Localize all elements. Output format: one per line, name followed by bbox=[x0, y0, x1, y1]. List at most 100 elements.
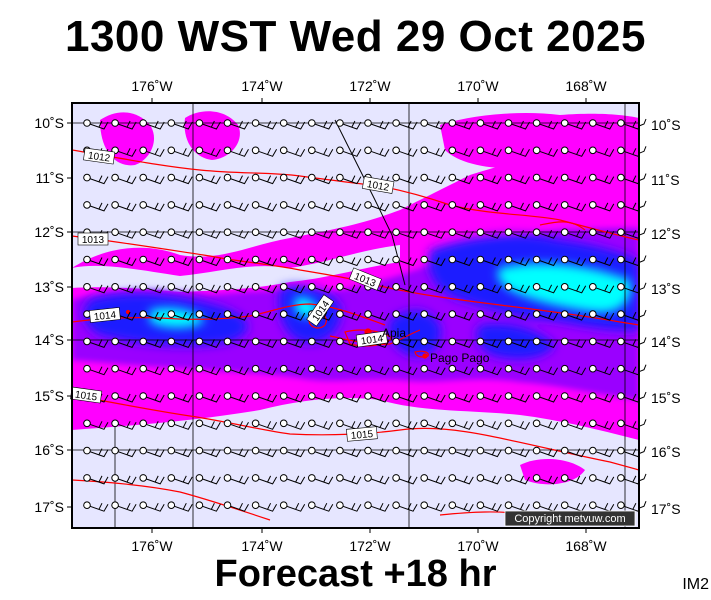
isobar-label: 1014 bbox=[93, 310, 117, 323]
wind-barb bbox=[476, 446, 502, 458]
wind-barb bbox=[336, 228, 362, 239]
wind-barb bbox=[139, 392, 165, 403]
wind-barb bbox=[308, 119, 334, 130]
edge-wind-barb bbox=[638, 146, 647, 154]
wind-barb bbox=[532, 474, 559, 485]
edge-wind-barb bbox=[638, 419, 647, 427]
wind-barb bbox=[420, 310, 446, 321]
wind-barb bbox=[167, 446, 193, 458]
wind-barb bbox=[167, 201, 193, 212]
wind-barb bbox=[420, 501, 446, 512]
wind-barb bbox=[83, 501, 109, 512]
wind-barb bbox=[195, 501, 221, 512]
wind-barb bbox=[308, 419, 334, 430]
wind-barb bbox=[364, 446, 390, 458]
wind-barb bbox=[476, 146, 502, 157]
lat-tick-label: 15˚S bbox=[651, 390, 681, 406]
wind-barb bbox=[336, 255, 362, 267]
wind-barb bbox=[223, 392, 249, 403]
wind-barb bbox=[279, 337, 306, 349]
wind-barb bbox=[167, 501, 193, 512]
wind-barb bbox=[167, 146, 193, 157]
isobar-label: 1012 bbox=[366, 179, 390, 194]
wind-barb bbox=[279, 474, 306, 485]
wind-barb bbox=[617, 201, 639, 212]
wind-barb bbox=[589, 119, 615, 130]
wind-barb bbox=[448, 392, 474, 403]
wind-barb bbox=[111, 364, 137, 376]
wind-barb bbox=[223, 419, 249, 430]
wind-barbs bbox=[83, 119, 639, 512]
wind-barb bbox=[448, 474, 474, 485]
wind-barb bbox=[532, 283, 559, 294]
wind-barb bbox=[223, 255, 249, 267]
wind-barb bbox=[279, 419, 306, 430]
lat-labels-right: 10˚S 11˚S 12˚S 13˚S 14˚S 15˚S 16˚S 17˚S bbox=[651, 117, 681, 517]
wind-barb bbox=[364, 255, 390, 267]
wind-barb bbox=[279, 201, 306, 212]
wind-barb bbox=[560, 392, 587, 403]
wind-barb bbox=[532, 392, 559, 403]
wind-barb bbox=[617, 255, 639, 267]
wind-barb bbox=[532, 501, 559, 512]
wind-barb bbox=[420, 364, 446, 376]
wind-barb bbox=[420, 392, 446, 403]
wind-barb bbox=[167, 419, 193, 430]
wind-barb bbox=[392, 228, 418, 239]
wind-barb bbox=[560, 310, 587, 321]
wind-barb bbox=[617, 392, 639, 403]
wind-barb bbox=[308, 501, 334, 512]
wind-barb bbox=[364, 201, 390, 212]
wind-barb bbox=[448, 337, 474, 349]
lat-tick-label: 13˚S bbox=[651, 281, 681, 297]
place-label-pago-pago: Pago Pago bbox=[430, 351, 490, 365]
wind-barb bbox=[111, 228, 137, 239]
wind-barb bbox=[336, 501, 362, 512]
wind-barb bbox=[83, 364, 109, 376]
wind-barb bbox=[504, 364, 530, 376]
wind-barb bbox=[336, 173, 362, 185]
wind-barb bbox=[589, 337, 615, 349]
wind-barb bbox=[111, 392, 137, 403]
wind-barb bbox=[223, 173, 249, 185]
edge-wind-barb bbox=[638, 228, 647, 236]
lat-tick-label: 10˚S bbox=[34, 115, 64, 131]
wind-barb bbox=[589, 283, 615, 294]
wind-barb bbox=[167, 337, 193, 349]
wind-barb bbox=[223, 119, 249, 130]
wind-barb bbox=[589, 146, 615, 157]
lat-tick-label: 16˚S bbox=[651, 444, 681, 460]
wind-barb bbox=[364, 228, 390, 239]
lat-labels-left: 10˚S 11˚S 12˚S 13˚S 14˚S 15˚S 16˚S 17˚S bbox=[34, 115, 64, 515]
wind-barb bbox=[83, 255, 109, 267]
wind-barb bbox=[504, 501, 530, 512]
wind-barb bbox=[560, 283, 587, 294]
wind-barb bbox=[167, 364, 193, 376]
wind-barb bbox=[532, 255, 559, 267]
wind-barb bbox=[195, 255, 221, 267]
edge-wind-barb bbox=[638, 337, 647, 345]
wind-barb bbox=[504, 255, 530, 267]
wind-barb bbox=[392, 201, 418, 212]
wind-barb bbox=[336, 310, 362, 321]
wind-barb bbox=[279, 119, 306, 130]
wind-barb bbox=[532, 201, 559, 212]
isobar-labels: 1012 1012 1013 1013 1014 1014 1014 1015 bbox=[70, 147, 395, 442]
wind-barb bbox=[83, 337, 109, 349]
place-label-apia: Apia bbox=[382, 326, 406, 340]
isobar-label: 1013 bbox=[82, 235, 105, 246]
wind-barb bbox=[139, 201, 165, 212]
wind-barb bbox=[364, 419, 390, 430]
wind-barb bbox=[617, 501, 639, 512]
wind-barb bbox=[476, 337, 502, 349]
edge-wind-barbs bbox=[638, 118, 647, 509]
wind-barb bbox=[560, 146, 587, 157]
wind-barb bbox=[336, 119, 362, 130]
wind-barb bbox=[589, 446, 615, 458]
lon-tick-label: 176˚W bbox=[131, 78, 173, 94]
wind-barb bbox=[420, 173, 446, 185]
wind-barb bbox=[504, 419, 530, 430]
wind-barb bbox=[448, 446, 474, 458]
wind-barb bbox=[111, 446, 137, 458]
wind-barb bbox=[476, 392, 502, 403]
